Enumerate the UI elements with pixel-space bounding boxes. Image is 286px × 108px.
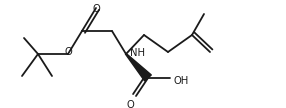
Polygon shape: [126, 54, 151, 81]
Text: NH: NH: [130, 48, 145, 58]
Text: O: O: [126, 100, 134, 108]
Text: OH: OH: [173, 76, 188, 86]
Text: O: O: [92, 4, 100, 14]
Text: O: O: [64, 47, 72, 57]
